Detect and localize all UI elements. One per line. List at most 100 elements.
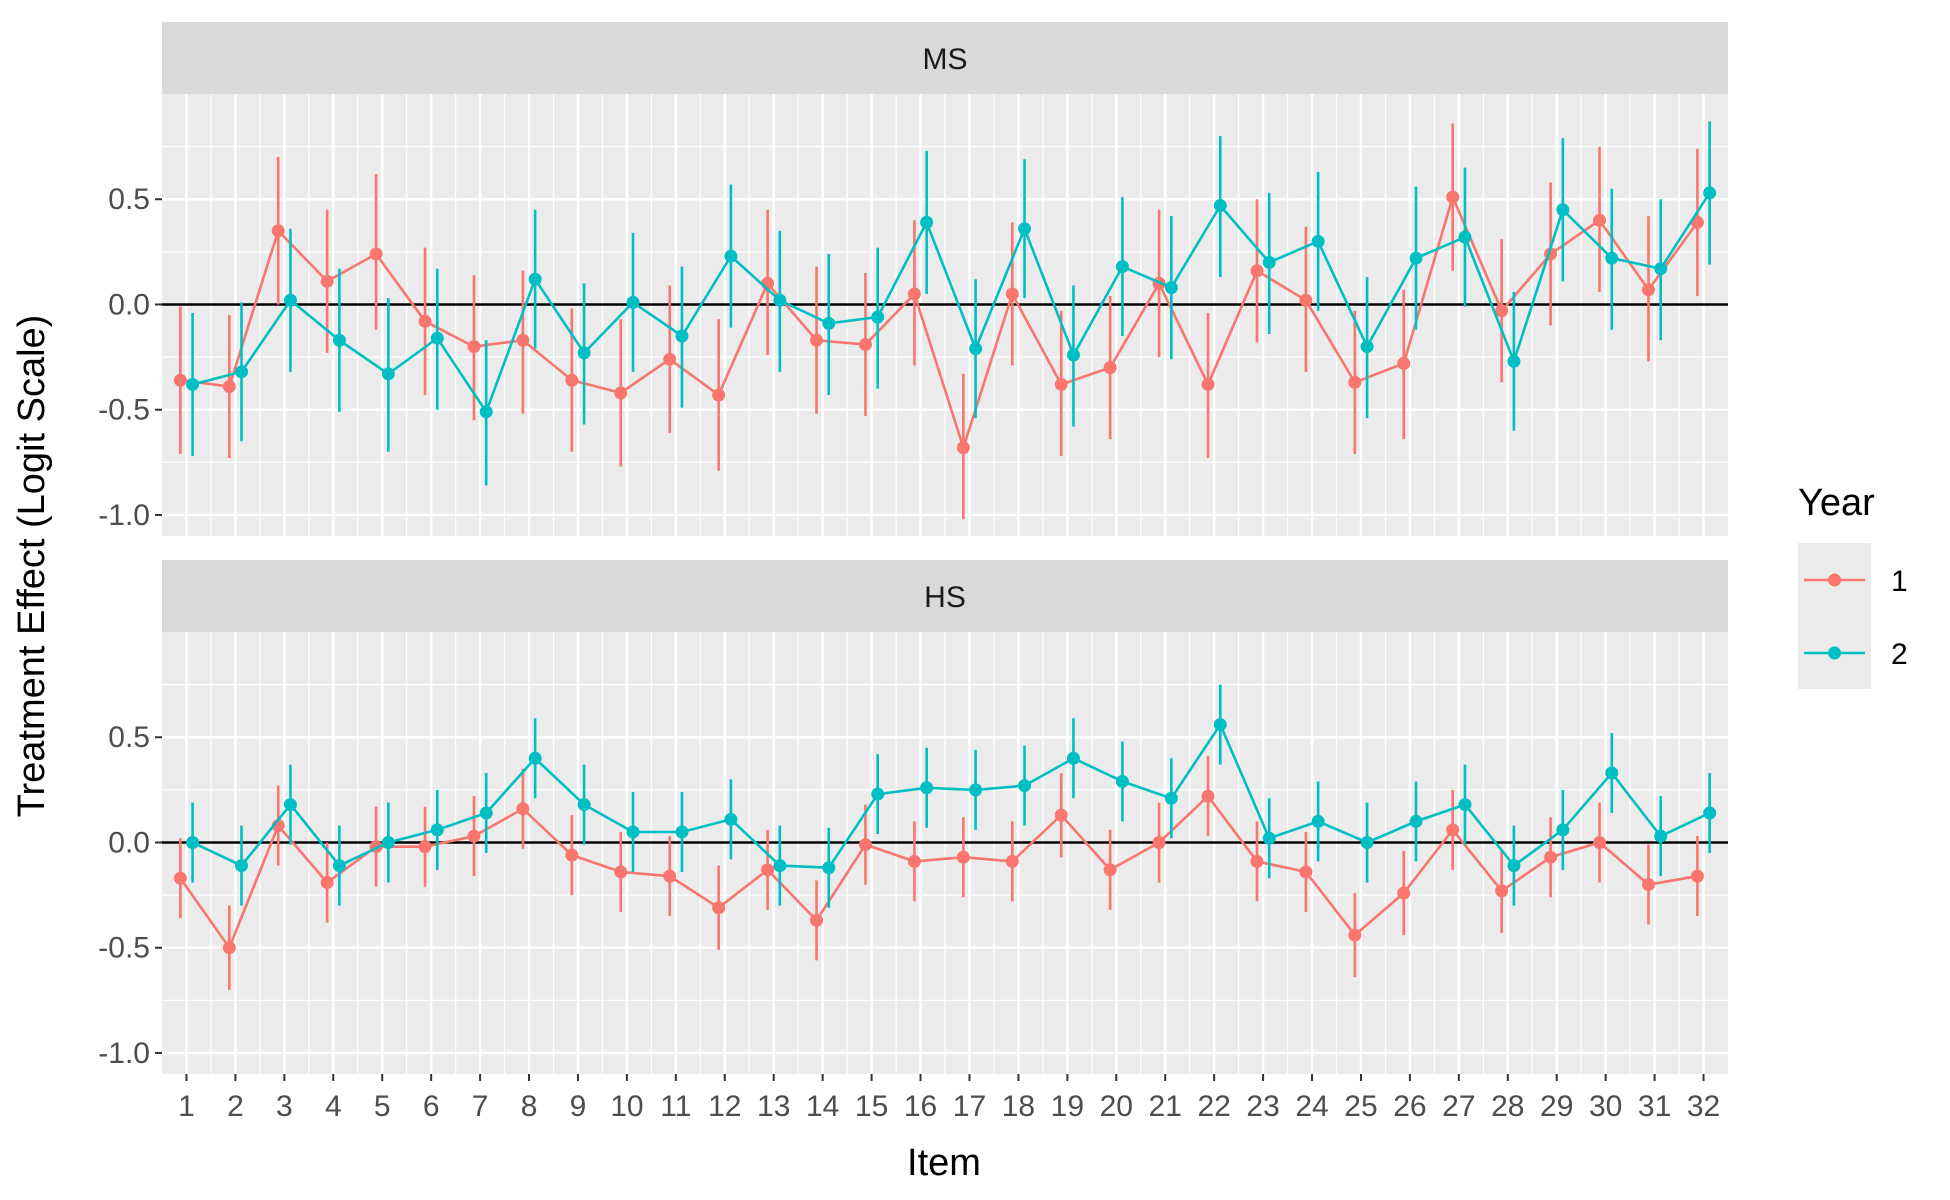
data-point xyxy=(516,333,530,347)
x-tick-label: 3 xyxy=(276,1090,293,1123)
data-point xyxy=(381,367,395,381)
data-point xyxy=(1054,808,1068,822)
data-point xyxy=(1054,377,1068,391)
legend-key-point xyxy=(1828,646,1841,660)
x-tick-label: 24 xyxy=(1295,1090,1328,1123)
x-tick-label: 28 xyxy=(1491,1090,1524,1123)
series-line xyxy=(192,192,1711,415)
data-point xyxy=(626,295,640,309)
data-point xyxy=(1409,814,1423,828)
data-point xyxy=(871,787,885,801)
data-point xyxy=(1556,203,1570,217)
data-point xyxy=(969,783,983,797)
data-point xyxy=(1703,186,1717,200)
x-tick-label: 23 xyxy=(1246,1090,1279,1123)
data-point xyxy=(418,314,432,328)
x-tick-label: 2 xyxy=(227,1090,244,1123)
data-point xyxy=(418,840,432,854)
data-point xyxy=(822,861,836,875)
data-point xyxy=(283,798,297,812)
data-point xyxy=(956,850,970,864)
data-point xyxy=(1544,850,1558,864)
data-point xyxy=(320,875,334,889)
data-point xyxy=(858,838,872,852)
data-point xyxy=(1311,814,1325,828)
data-point xyxy=(222,380,236,394)
x-tick-label: 25 xyxy=(1344,1090,1377,1123)
panels-layer: MS-1.0-0.50.00.5HS-1.0-0.50.00.51 2 3 4 5 6 7 8… xyxy=(98,22,1728,1123)
data-point xyxy=(1397,356,1411,370)
y-tick-label: 0.0 xyxy=(108,826,150,859)
data-point xyxy=(235,859,249,873)
x-tick-label: 26 xyxy=(1393,1090,1426,1123)
x-axis-title: Item xyxy=(907,1142,981,1184)
series-year-1 xyxy=(173,756,1704,990)
data-point xyxy=(283,293,297,307)
data-point xyxy=(1360,340,1374,354)
data-point xyxy=(186,377,200,391)
y-tick-label: 0.5 xyxy=(108,721,150,754)
data-point xyxy=(271,224,285,238)
data-point xyxy=(528,272,542,286)
data-point xyxy=(724,812,738,826)
data-point xyxy=(320,274,334,288)
x-tick-label: 21 xyxy=(1149,1090,1182,1123)
data-point xyxy=(1311,234,1325,248)
data-point xyxy=(907,854,921,868)
data-point xyxy=(1446,190,1460,204)
legend-entries: 12 xyxy=(1804,565,1908,671)
data-point xyxy=(1446,823,1460,837)
x-tick-label: 17 xyxy=(953,1090,986,1123)
x-tick-label: 31 xyxy=(1638,1090,1671,1123)
data-point xyxy=(1556,823,1570,837)
data-point xyxy=(871,310,885,324)
data-point xyxy=(1360,835,1374,849)
data-point xyxy=(712,388,726,402)
x-tick-label: 4 xyxy=(325,1090,342,1123)
x-tick-label: 13 xyxy=(757,1090,790,1123)
data-point xyxy=(969,342,983,356)
data-point xyxy=(565,373,579,387)
data-point xyxy=(1507,859,1521,873)
data-point xyxy=(1495,304,1509,318)
data-point xyxy=(1005,287,1019,301)
series-year-2 xyxy=(186,121,1717,486)
data-point xyxy=(1690,869,1704,883)
data-point xyxy=(761,863,775,877)
data-point xyxy=(1458,798,1472,812)
x-tick-label: 12 xyxy=(708,1090,741,1123)
legend-key-point xyxy=(1828,573,1841,587)
data-point xyxy=(577,346,591,360)
data-point xyxy=(858,337,872,351)
y-axis-title: Treatment Effect (Logit Scale) xyxy=(11,315,53,818)
data-point xyxy=(663,352,677,366)
data-point xyxy=(577,798,591,812)
data-point xyxy=(1605,766,1619,780)
x-tick-label: 9 xyxy=(570,1090,587,1123)
data-point xyxy=(1103,863,1117,877)
data-point xyxy=(724,249,738,263)
data-point xyxy=(663,869,677,883)
x-tick-label: 29 xyxy=(1540,1090,1573,1123)
data-point xyxy=(1299,293,1313,307)
data-point xyxy=(1605,251,1619,265)
x-tick-label: 22 xyxy=(1197,1090,1230,1123)
data-point xyxy=(822,316,836,330)
x-tick-label: 11 xyxy=(660,1090,691,1123)
data-point xyxy=(430,823,444,837)
data-point xyxy=(1103,361,1117,375)
data-point xyxy=(173,373,187,387)
y-tick-label: 0.5 xyxy=(108,183,150,216)
data-point xyxy=(1262,255,1276,269)
facet-strip-label: HS xyxy=(924,581,966,614)
data-point xyxy=(1005,854,1019,868)
data-point xyxy=(810,333,824,347)
legend-entry-year-1: 1 xyxy=(1804,565,1908,598)
data-point xyxy=(467,340,481,354)
data-point xyxy=(1654,829,1668,843)
data-point xyxy=(1397,886,1411,900)
x-axis: 1 2 3 4 5 6 7 8 9 10 11 12 13 14 15 16 17 18 19 20 21 22 23 24 2… xyxy=(178,1074,1720,1123)
data-point xyxy=(332,333,346,347)
data-point xyxy=(1066,751,1080,765)
